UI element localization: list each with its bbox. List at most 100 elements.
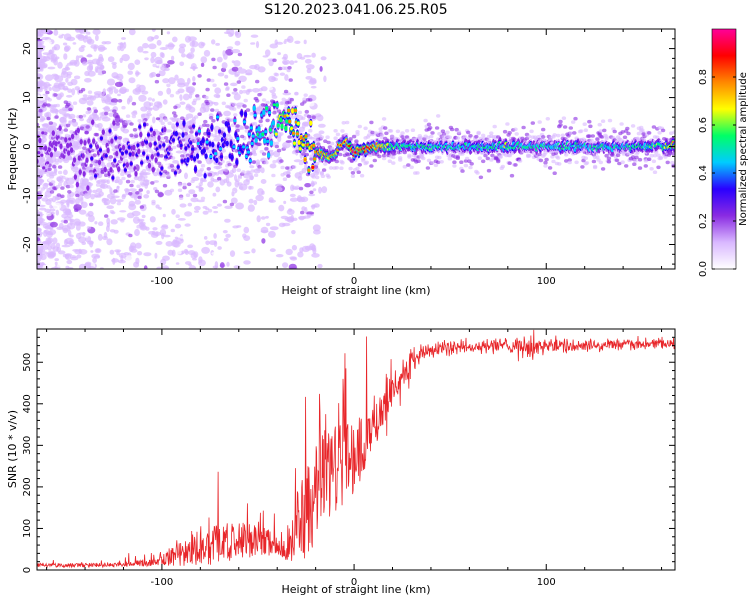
- noise-blob: [127, 62, 135, 71]
- band-blob: [166, 83, 171, 88]
- noise-blob: [67, 88, 73, 93]
- band-blob: [568, 131, 573, 135]
- ridge-cell: [236, 137, 240, 141]
- band-blob: [121, 176, 126, 181]
- noise-blob: [168, 77, 176, 85]
- band-blob: [530, 121, 535, 125]
- noise-blob: [275, 254, 284, 258]
- ridge-cell: [227, 127, 231, 131]
- band-blob: [122, 124, 127, 129]
- noise-blob: [78, 263, 87, 269]
- band-blob: [372, 158, 377, 163]
- band-blob: [553, 151, 559, 156]
- ridge-cell: [114, 136, 118, 140]
- band-blob: [558, 123, 563, 127]
- ridge-cell: [234, 132, 238, 137]
- band-blob: [264, 160, 269, 165]
- noise-blob: [260, 230, 269, 233]
- band-blob: [567, 160, 572, 165]
- band-blob: [272, 110, 277, 115]
- band-blob: [60, 186, 65, 190]
- ridge-cell: [150, 155, 154, 159]
- band-blob: [517, 159, 523, 163]
- noise-blob: [177, 82, 186, 88]
- noise-blob: [161, 232, 165, 240]
- noise-blob: [69, 239, 74, 247]
- band-blob: [348, 137, 353, 141]
- noise-blob: [260, 179, 267, 184]
- ridge-cell: [291, 109, 295, 113]
- band-blob: [406, 163, 411, 167]
- ridge-cell: [149, 128, 153, 132]
- ridge-cell: [156, 152, 160, 156]
- ridge-cell: [99, 136, 103, 140]
- noise-blob: [121, 194, 126, 200]
- noise-blob: [62, 107, 67, 111]
- noise-blob: [62, 42, 68, 46]
- band-blob: [334, 159, 339, 164]
- band-blob: [302, 100, 307, 104]
- ridge-cell: [110, 139, 114, 143]
- noise-blob: [163, 234, 171, 238]
- band-blob: [286, 174, 291, 178]
- band-blob: [106, 185, 111, 189]
- noise-blob: [63, 239, 68, 246]
- noise-blob: [290, 214, 295, 222]
- band-blob: [50, 180, 56, 184]
- band-blob: [665, 160, 670, 165]
- noise-blob: [278, 204, 285, 212]
- band-blob: [321, 168, 327, 172]
- band-blob: [161, 63, 166, 67]
- noise-blob: [275, 186, 283, 192]
- band-blob: [162, 183, 168, 188]
- noise-blob: [323, 75, 327, 83]
- band-blob: [464, 156, 470, 161]
- band-blob: [283, 66, 289, 71]
- band-blob: [600, 119, 606, 123]
- ridge-cell: [280, 124, 284, 128]
- band-blob: [456, 130, 462, 134]
- noise-blob: [201, 42, 206, 46]
- band-blob: [148, 149, 154, 153]
- band-blob: [124, 88, 130, 93]
- noise-blob: [202, 205, 208, 209]
- band-blob: [395, 129, 401, 134]
- noise-blob: [216, 56, 223, 63]
- band-blob: [83, 127, 88, 132]
- band-blob: [651, 125, 657, 129]
- noise-blob: [187, 36, 197, 42]
- noise-blob: [42, 52, 52, 55]
- ridge-cell: [249, 126, 253, 130]
- noise-blob: [261, 190, 265, 195]
- noise-blob: [47, 66, 56, 70]
- band-blob: [62, 122, 67, 127]
- band-blob: [477, 156, 482, 160]
- band-blob: [388, 129, 394, 133]
- noise-blob: [283, 53, 288, 60]
- band-blob: [564, 159, 569, 163]
- noise-blob: [255, 159, 261, 165]
- band-blob: [649, 153, 654, 158]
- noise-blob: [49, 221, 58, 228]
- band-blob: [338, 152, 343, 157]
- noise-blob: [158, 207, 162, 210]
- band-blob: [590, 134, 595, 138]
- noise-blob: [42, 224, 49, 229]
- band-blob: [222, 199, 228, 204]
- band-blob: [632, 162, 637, 166]
- band-blob: [256, 167, 261, 172]
- noise-blob: [289, 193, 296, 198]
- band-blob: [256, 106, 261, 111]
- band-blob: [429, 134, 434, 139]
- ridge-cell: [284, 126, 288, 130]
- band-blob: [368, 153, 373, 157]
- band-blob: [155, 73, 161, 78]
- ridge-cell: [299, 136, 303, 140]
- band-blob: [547, 166, 553, 170]
- noise-blob: [92, 29, 101, 35]
- band-blob: [447, 156, 452, 161]
- noise-blob: [113, 75, 120, 79]
- band-blob: [614, 158, 620, 163]
- band-blob: [136, 84, 141, 88]
- noise-blob: [37, 199, 41, 207]
